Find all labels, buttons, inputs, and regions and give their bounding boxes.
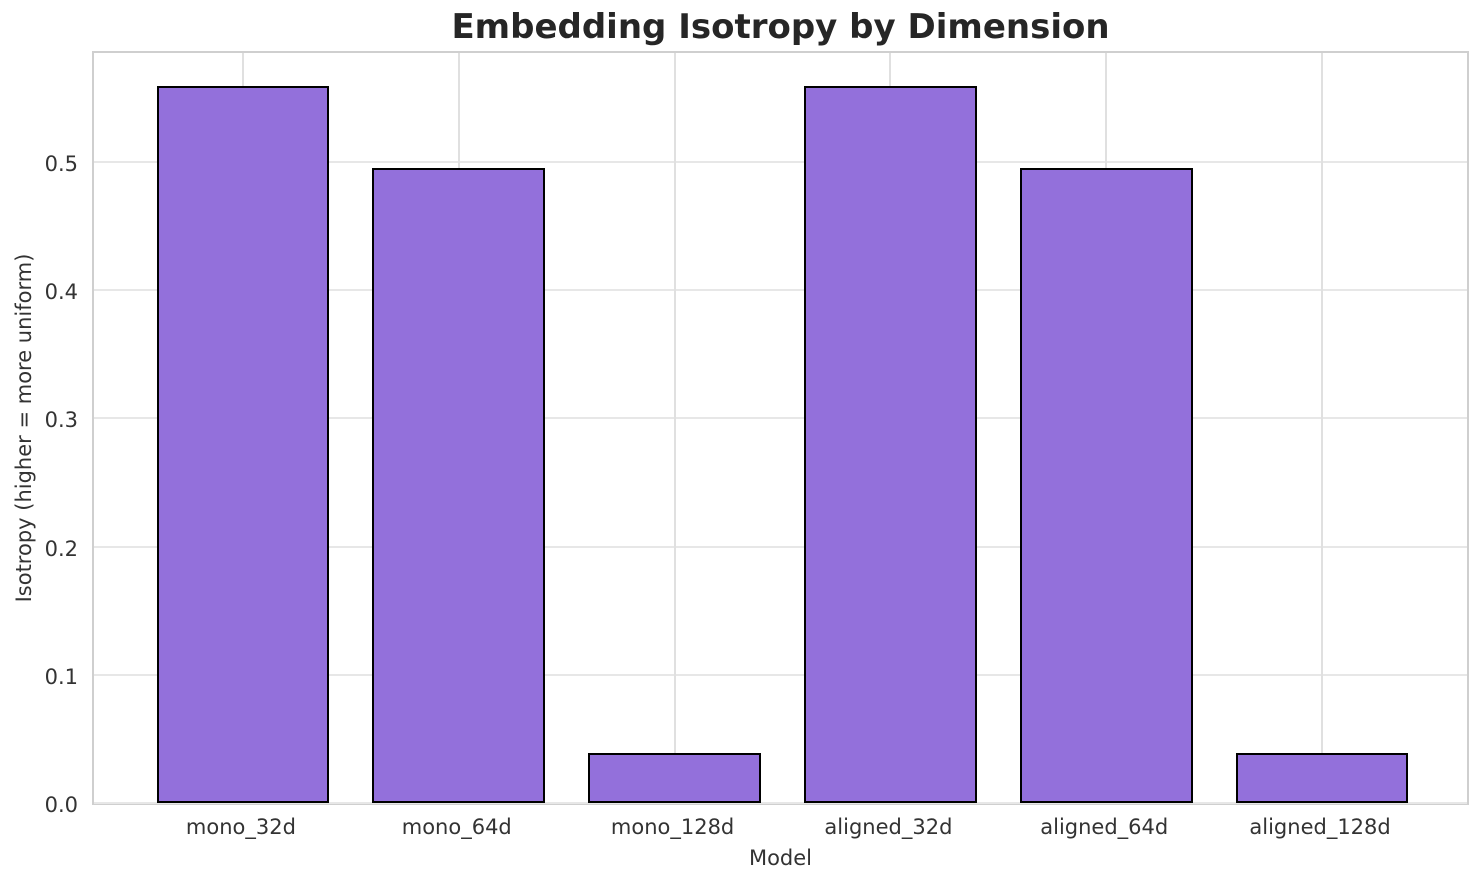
horizontal-gridline bbox=[94, 545, 1467, 548]
x-tick-label: mono_128d bbox=[610, 815, 735, 839]
y-tick-label: 0.5 bbox=[44, 151, 78, 176]
y-tick-label: 0.2 bbox=[44, 536, 78, 561]
y-tick-label: 0.4 bbox=[44, 280, 78, 305]
vertical-gridline bbox=[673, 53, 676, 803]
horizontal-gridline bbox=[94, 289, 1467, 292]
x-tick-label: aligned_128d bbox=[1249, 815, 1391, 839]
plot-area bbox=[92, 51, 1469, 805]
y-tick-label: 0.3 bbox=[44, 408, 78, 433]
bar-aligned_128d bbox=[1235, 753, 1409, 803]
horizontal-gridline bbox=[94, 417, 1467, 420]
horizontal-gridline bbox=[94, 160, 1467, 163]
x-axis-label: Model bbox=[748, 846, 813, 870]
y-tick-label: 0.0 bbox=[44, 793, 78, 817]
x-tick-label: aligned_64d bbox=[1040, 815, 1169, 839]
horizontal-gridline bbox=[94, 802, 1467, 804]
y-tick-label: 0.1 bbox=[44, 664, 78, 689]
bar-mono_128d bbox=[588, 753, 761, 803]
bar-mono_32d bbox=[156, 86, 330, 803]
horizontal-gridline bbox=[94, 673, 1467, 676]
bar-aligned_32d bbox=[804, 86, 977, 803]
chart-title: Embedding Isotropy by Dimension bbox=[451, 7, 1110, 47]
x-tick-label: aligned_32d bbox=[824, 815, 953, 839]
bar-mono_64d bbox=[372, 168, 546, 803]
x-tick-label: mono_32d bbox=[185, 815, 296, 839]
vertical-gridline bbox=[1321, 53, 1324, 803]
x-tick-label: mono_64d bbox=[401, 815, 512, 839]
bar-aligned_64d bbox=[1019, 168, 1193, 803]
